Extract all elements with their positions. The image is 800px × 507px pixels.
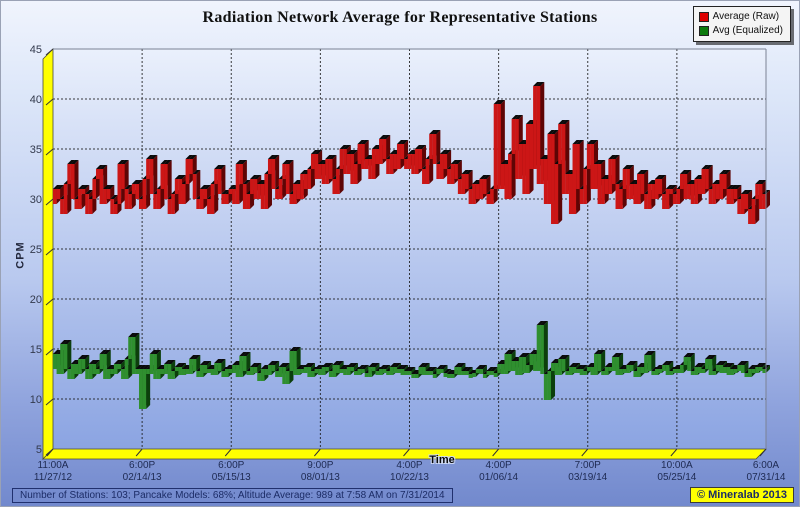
svg-text:5: 5 [36, 444, 42, 456]
x-axis-label: Time [429, 454, 455, 466]
legend-swatch-red [698, 12, 709, 22]
svg-text:10: 10 [30, 394, 42, 406]
svg-text:6:00P: 6:00P [218, 460, 244, 471]
chart-title: Radiation Network Average for Representa… [202, 9, 598, 26]
legend-label-avg-equalized: Avg (Equalized) [712, 25, 783, 36]
y-tick-labels: 5 10 15 20 25 30 35 40 45 [30, 44, 42, 456]
svg-text:7:00P: 7:00P [575, 460, 601, 471]
svg-text:4:00P: 4:00P [486, 460, 512, 471]
svg-text:15: 15 [30, 344, 42, 356]
svg-text:25: 25 [30, 244, 42, 256]
svg-text:11/27/12: 11/27/12 [34, 472, 73, 483]
svg-text:40: 40 [30, 94, 42, 106]
legend-swatch-green [698, 26, 709, 36]
svg-text:30: 30 [30, 194, 42, 206]
avg-equalized--series [53, 321, 770, 409]
copyright-badge: © Mineralab 2013 [689, 487, 794, 503]
x-tick-labels: 11:00A11/27/126:00P02/14/136:00P05/15/13… [34, 460, 786, 483]
status-bar: Number of Stations: 103; Pancake Models:… [12, 488, 453, 503]
svg-text:9:00P: 9:00P [307, 460, 333, 471]
svg-text:4:00P: 4:00P [396, 460, 422, 471]
gridlines [53, 49, 766, 449]
svg-text:08/01/13: 08/01/13 [301, 472, 340, 483]
plot-border [53, 48, 767, 449]
legend-label-average-raw: Average (Raw) [712, 11, 780, 22]
svg-text:05/15/13: 05/15/13 [212, 472, 251, 483]
svg-text:05/25/14: 05/25/14 [657, 472, 696, 483]
svg-text:10/22/13: 10/22/13 [390, 472, 429, 483]
axis-ticks [45, 48, 767, 457]
svg-text:02/14/13: 02/14/13 [123, 472, 162, 483]
svg-text:10:00A: 10:00A [661, 460, 693, 471]
svg-text:20: 20 [30, 294, 42, 306]
svg-text:03/19/14: 03/19/14 [568, 472, 607, 483]
svg-text:35: 35 [30, 144, 42, 156]
svg-text:6:00P: 6:00P [129, 460, 155, 471]
svg-text:11:00A: 11:00A [38, 460, 69, 471]
y-axis-label: CPM [14, 241, 27, 269]
svg-text:45: 45 [30, 44, 42, 56]
chart-legend: Average (Raw) Avg (Equalized) [692, 6, 791, 42]
svg-text:6:00A: 6:00A [753, 460, 779, 471]
legend-item-avg-equalized: Avg (Equalized) [698, 24, 783, 38]
average-raw--series [53, 82, 770, 224]
legend-item-average-raw: Average (Raw) [698, 10, 783, 24]
svg-text:01/06/14: 01/06/14 [479, 472, 518, 483]
svg-text:07/31/14: 07/31/14 [747, 472, 786, 483]
